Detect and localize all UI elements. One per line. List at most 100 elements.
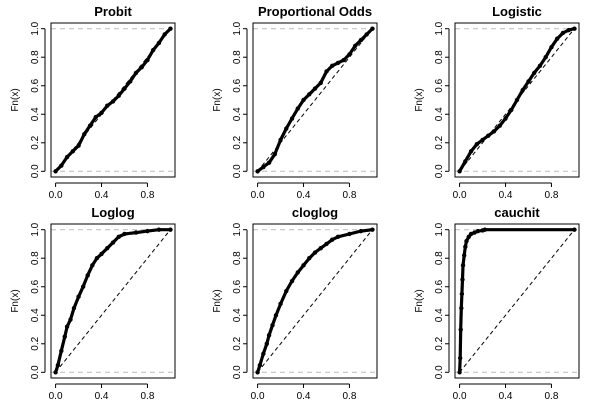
ecdf-point xyxy=(474,142,480,147)
ecdf-point xyxy=(105,246,110,251)
y-tick-label: 0.0 xyxy=(30,164,41,178)
ecdf-point xyxy=(457,169,462,174)
ecdf-point xyxy=(461,253,467,258)
ecdf-point xyxy=(76,294,81,299)
ecdf-point xyxy=(543,55,548,60)
ecdf-point xyxy=(105,103,110,108)
ecdf-point xyxy=(94,256,100,261)
plot-frame xyxy=(50,22,176,178)
ecdf-point xyxy=(307,92,312,97)
x-tick-label: 0.4 xyxy=(499,391,513,402)
ecdf-point xyxy=(475,228,481,234)
ecdf-point xyxy=(59,348,64,354)
x-tick-label: 0.0 xyxy=(453,190,467,201)
ecdf-point xyxy=(480,137,485,143)
y-tick-label: 0.2 xyxy=(232,336,243,350)
ecdf-point xyxy=(460,277,465,282)
ecdf-point xyxy=(341,57,346,63)
ecdf-point xyxy=(459,305,464,311)
ecdf-point xyxy=(554,36,560,41)
ecdf-point xyxy=(55,362,61,368)
panel-title: Loglog xyxy=(91,205,134,220)
ecdf-point xyxy=(468,149,474,154)
y-tick-label: 0.4 xyxy=(232,308,243,322)
panel-title: cauchit xyxy=(494,205,540,220)
ecdf-point xyxy=(255,169,260,174)
ecdf-point xyxy=(53,169,58,174)
ecdf-point xyxy=(85,273,90,278)
ecdf-point xyxy=(358,37,364,43)
ecdf-point xyxy=(116,234,121,240)
x-tick-label: 0.0 xyxy=(251,391,265,402)
y-tick-label: 0.6 xyxy=(30,78,41,92)
ecdf-point xyxy=(459,291,465,297)
ecdf-point xyxy=(301,263,306,268)
panel-proportional-odds: Proportional Odds 0.0 0.4 0.8 0.0 0.2 0.4 0.6 0.… xyxy=(212,4,378,201)
ecdf-point xyxy=(295,270,300,275)
reference-diagonal xyxy=(257,229,373,373)
ecdf-point xyxy=(482,227,488,232)
ecdf-point xyxy=(133,70,139,76)
x-tick-label: 0.4 xyxy=(95,190,109,201)
ecdf-point xyxy=(458,327,463,332)
ecdf-point xyxy=(87,123,93,128)
ecdf-point xyxy=(289,116,295,121)
x-tick-label: 0.8 xyxy=(544,391,558,402)
x-tick-label: 0.0 xyxy=(49,190,63,201)
y-tick-label: 0.8 xyxy=(232,251,243,265)
ecdf-point xyxy=(572,26,577,31)
ecdf-point xyxy=(53,370,58,375)
y-tick-label: 0.2 xyxy=(434,135,445,149)
y-tick-label: 0.8 xyxy=(232,50,243,64)
y-tick-label: 0.0 xyxy=(434,365,445,379)
ecdf-point xyxy=(464,238,469,244)
ecdf-point xyxy=(566,27,571,33)
ecdf-point xyxy=(560,30,566,36)
plot-frame xyxy=(252,223,378,379)
panel-title: Probit xyxy=(94,4,132,19)
y-tick-label: 1.0 xyxy=(434,21,445,35)
ecdf-point xyxy=(472,230,477,235)
ecdf-point xyxy=(133,230,139,235)
ecdf-point xyxy=(90,263,95,268)
ecdf-point xyxy=(307,256,312,261)
y-tick-label: 0.6 xyxy=(232,279,243,293)
ecdf-point xyxy=(572,227,577,232)
y-tick-label: 0.0 xyxy=(434,164,445,178)
ecdf-point xyxy=(526,79,531,84)
ecdf-point xyxy=(509,107,514,113)
ecdf-point xyxy=(370,26,375,31)
plot-frame xyxy=(50,223,176,379)
ecdf-point xyxy=(520,87,525,93)
y-tick-label: 0.6 xyxy=(232,78,243,92)
ecdf-point xyxy=(278,137,283,143)
y-tick-label: 0.8 xyxy=(30,50,41,64)
ecdf-point xyxy=(264,341,269,346)
y-tick-label: 0.4 xyxy=(434,308,445,322)
ecdf-point xyxy=(324,241,329,247)
y-tick-label: 0.0 xyxy=(232,164,243,178)
ecdf-point xyxy=(68,317,73,322)
ecdf-point xyxy=(330,237,335,242)
x-tick-label: 0.8 xyxy=(140,190,154,201)
ecdf-point xyxy=(62,334,67,339)
ecdf-point xyxy=(266,160,272,165)
x-tick-label: 0.4 xyxy=(297,391,311,402)
y-axis-label: Fn(x) xyxy=(414,289,425,312)
ecdf-point xyxy=(139,65,144,70)
ecdf-point xyxy=(335,60,341,66)
ecdf-point xyxy=(278,301,283,307)
ecdf-point xyxy=(549,45,554,50)
y-tick-label: 0.4 xyxy=(30,107,41,121)
y-tick-label: 0.8 xyxy=(434,50,445,64)
y-tick-label: 0.8 xyxy=(30,251,41,265)
x-tick-label: 0.8 xyxy=(544,190,558,201)
ecdf-point xyxy=(318,80,323,86)
x-tick-label: 0.0 xyxy=(49,391,63,402)
ecdf-point xyxy=(59,163,64,168)
ecdf-point xyxy=(457,370,462,375)
ecdf-point xyxy=(255,370,260,375)
ecdf-point xyxy=(491,129,497,134)
ecdf-point xyxy=(537,63,543,68)
